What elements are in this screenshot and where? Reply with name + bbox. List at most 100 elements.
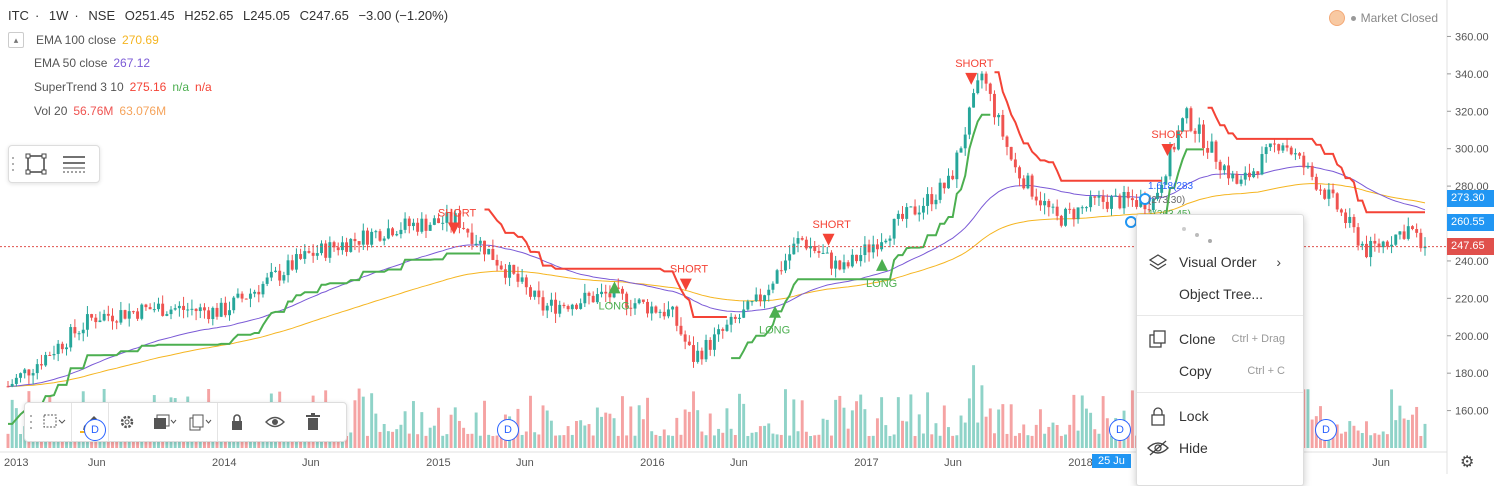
candle-body [437, 218, 440, 224]
candle-body [228, 310, 231, 316]
candle-body [712, 334, 716, 350]
symbol-name[interactable]: ITC [8, 8, 29, 23]
candle-body [320, 243, 323, 254]
x-tick-label: 2015 [426, 457, 450, 469]
settings-gear-icon[interactable] [109, 403, 145, 441]
y-tick-label: 180.00 [1455, 368, 1489, 380]
volume-bar [884, 425, 888, 448]
candle-body [361, 230, 365, 245]
volume-bar [1059, 435, 1063, 448]
supertrend-line [484, 208, 727, 318]
candle-body [378, 231, 382, 241]
loading-dots-icon [1182, 227, 1212, 243]
candle-body [1235, 173, 1239, 184]
menu-item-copy[interactable]: Copy Ctrl + C [1137, 356, 1303, 386]
eye-icon[interactable] [256, 403, 294, 441]
volume-bar [909, 394, 913, 448]
short-signal-arrow [447, 222, 460, 235]
candle-body [850, 254, 854, 267]
menu-item-hide[interactable]: Hide [1137, 433, 1303, 463]
volume-bar [140, 436, 144, 448]
menu-item-object-tree[interactable]: Object Tree... [1137, 279, 1303, 309]
candle-body [290, 260, 294, 270]
volume-bar [717, 428, 721, 448]
legend-volume[interactable]: Vol 20 56.76M 63.076M [34, 104, 166, 118]
interval[interactable]: 1W [48, 8, 69, 23]
candle-body [1089, 196, 1093, 208]
lock-icon[interactable] [218, 403, 256, 441]
volume-bar [416, 434, 420, 448]
crosshair-date-tag: 25 Ju [1092, 454, 1131, 468]
format-lines-icon[interactable] [55, 145, 93, 183]
menu-item-clone[interactable]: Clone Ctrl + Drag [1137, 324, 1303, 354]
volume-bar [453, 407, 457, 448]
candle-body [558, 304, 562, 314]
candle-body [545, 305, 549, 311]
volume-bar [1306, 389, 1310, 448]
candle-body [909, 206, 913, 208]
candle-body [39, 364, 43, 366]
candle-body [524, 277, 528, 288]
volume-bar [792, 399, 796, 448]
dividend-badge[interactable]: D [497, 419, 519, 441]
volume-bar [424, 435, 428, 448]
candle-body [767, 289, 771, 296]
candle-body [750, 301, 754, 303]
candle-body [81, 329, 85, 334]
legend-ema100[interactable]: ▴ EMA 100 close 270.69 [8, 32, 159, 48]
candle-body [629, 307, 633, 309]
volume-bar [1327, 434, 1331, 448]
volume-bar [1381, 431, 1385, 448]
volume-bar [591, 435, 595, 448]
menu-item-visual-order[interactable]: Visual Order › [1137, 247, 1303, 277]
candle-body [742, 309, 746, 318]
volume-bar [905, 421, 909, 448]
candle-body [65, 347, 68, 350]
volume-bar [750, 432, 754, 448]
dividend-badge[interactable]: D [1315, 419, 1337, 441]
symbol-header: ITC · 1W · NSE O251.45 H252.65 L245.05 C24… [8, 8, 449, 23]
candle-body [1373, 240, 1377, 244]
volume-bar [913, 435, 917, 448]
candle-body [666, 309, 670, 317]
legend-supertrend[interactable]: SuperTrend 3 10 275.16 n/a n/a [34, 80, 212, 94]
drag-handle-icon[interactable] [25, 403, 37, 441]
volume-bar [921, 433, 925, 448]
candle-body [1214, 141, 1218, 162]
candle-body [771, 283, 775, 290]
volume-bar [993, 433, 996, 448]
volume-bar [487, 434, 491, 448]
rectangle-select-icon[interactable] [17, 145, 55, 183]
candle-body [834, 260, 838, 269]
trash-icon[interactable] [294, 403, 332, 441]
volume-bar [1072, 394, 1076, 448]
candle-body [554, 299, 558, 314]
candle-body [595, 294, 599, 303]
candle-body [403, 218, 407, 230]
candle-body [478, 240, 482, 244]
volume-bar [399, 424, 403, 448]
candle-body [294, 254, 298, 270]
candle-body [587, 292, 591, 296]
collapse-legend-button[interactable]: ▴ [8, 32, 24, 48]
template-dropdown-icon[interactable] [37, 403, 71, 441]
candle-body [980, 73, 984, 81]
chart-settings-gear-icon[interactable]: ⚙ [1460, 454, 1475, 471]
volume-bar [696, 410, 700, 448]
legend-ema50[interactable]: EMA 50 close 267.12 [34, 56, 150, 70]
dividend-badge[interactable]: D [1109, 419, 1131, 441]
candle-body [963, 134, 967, 149]
drag-handle-icon[interactable] [9, 145, 17, 183]
menu-item-lock[interactable]: Lock [1137, 401, 1303, 431]
clone-dropdown-icon[interactable] [183, 403, 217, 441]
legend-supertrend-label: SuperTrend 3 10 [34, 80, 124, 94]
ema100-line [8, 182, 1426, 387]
visual-order-icon[interactable] [145, 403, 183, 441]
candle-body [1277, 144, 1281, 151]
volume-bar [725, 408, 729, 448]
candle-body [646, 301, 649, 314]
candle-body [1252, 171, 1256, 178]
candle-body [495, 259, 499, 266]
dividend-badge[interactable]: D [84, 419, 106, 441]
candle-body [198, 307, 202, 312]
